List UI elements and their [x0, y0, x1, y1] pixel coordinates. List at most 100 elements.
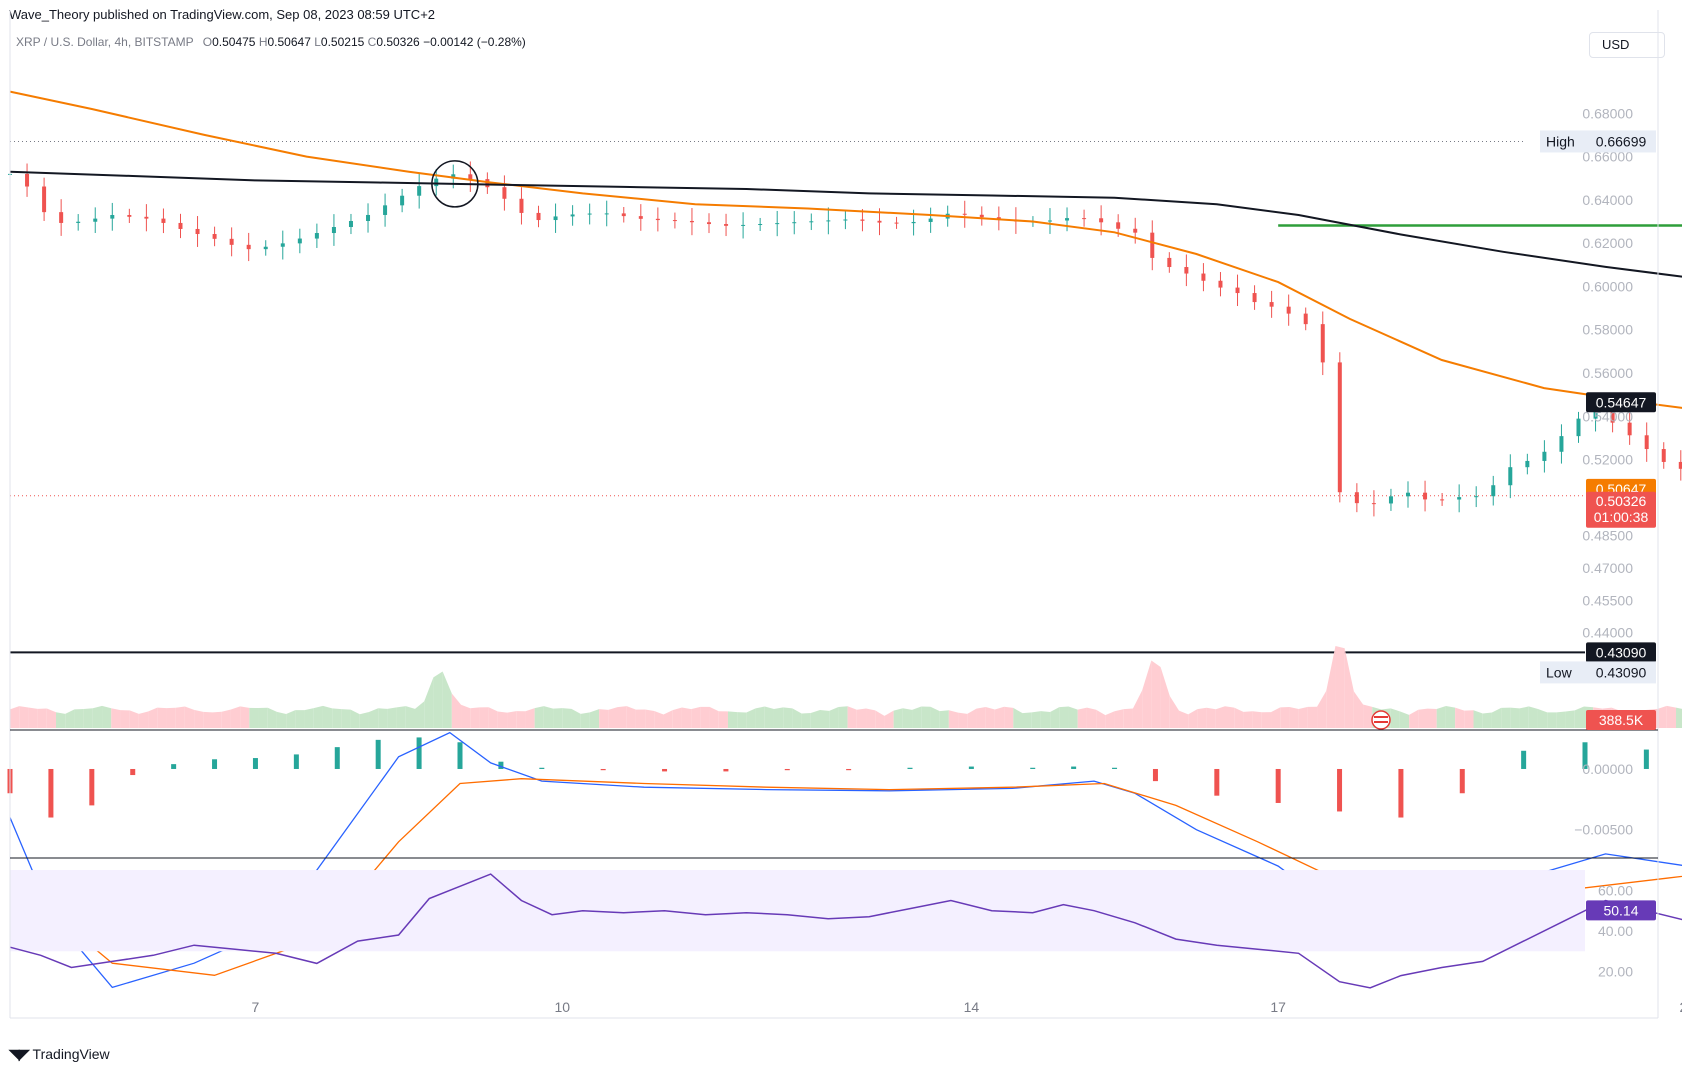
candle-body[interactable] [1065, 218, 1070, 221]
candle-body[interactable] [604, 213, 609, 215]
candle-body[interactable] [860, 219, 865, 221]
candle-body[interactable] [485, 179, 490, 188]
candle-body[interactable] [1644, 435, 1649, 450]
candle-body[interactable] [1491, 485, 1496, 497]
rsi-pane[interactable]: 60.00 40.00 20.00 [9, 870, 1682, 989]
candle-body[interactable] [1661, 449, 1666, 462]
candle-body[interactable] [1406, 492, 1411, 497]
candle-body[interactable] [1082, 218, 1087, 220]
candle-body[interactable] [1167, 257, 1172, 268]
circle-annotation[interactable] [431, 160, 479, 208]
candle-body[interactable] [1201, 273, 1206, 281]
candle-body[interactable] [877, 220, 882, 223]
candle-body[interactable] [1678, 461, 1682, 469]
candle-body[interactable] [434, 178, 439, 187]
candle-body[interactable] [1525, 460, 1530, 468]
candle-body[interactable] [911, 221, 916, 224]
candle-body[interactable] [297, 238, 302, 244]
candle-body[interactable] [553, 216, 558, 221]
candle-body[interactable] [93, 218, 98, 222]
candle-body[interactable] [314, 233, 319, 239]
candle-body[interactable] [758, 224, 763, 226]
candle-body[interactable] [962, 213, 967, 215]
candle-body[interactable] [741, 224, 746, 226]
candle-body[interactable] [894, 222, 899, 224]
candle-body[interactable] [1354, 492, 1359, 504]
candle-body[interactable] [1559, 436, 1564, 452]
candle-body[interactable] [1457, 497, 1462, 500]
candle-body[interactable] [400, 195, 405, 206]
candle-body[interactable] [1133, 228, 1138, 233]
candle-body[interactable] [724, 224, 729, 226]
candle-body[interactable] [417, 186, 422, 196]
candle-body[interactable] [468, 174, 473, 180]
candle-body[interactable] [672, 220, 677, 222]
candle-body[interactable] [843, 219, 848, 221]
candle-body[interactable] [42, 186, 47, 213]
candle-body[interactable] [1099, 218, 1104, 223]
candle-body[interactable] [1508, 467, 1513, 486]
candle-body[interactable] [707, 222, 712, 225]
candle-body[interactable] [212, 234, 217, 239]
candle-body[interactable] [1337, 362, 1342, 493]
candle-body[interactable] [1184, 267, 1189, 274]
candle-body[interactable] [144, 216, 149, 219]
ma-line[interactable] [9, 170, 1682, 403]
candle-body[interactable] [1235, 287, 1240, 294]
candle-body[interactable] [127, 215, 132, 217]
candle-body[interactable] [809, 221, 814, 223]
candle-body[interactable] [246, 244, 251, 250]
candle-body[interactable] [1047, 220, 1052, 222]
candle-body[interactable] [1542, 451, 1547, 461]
candle-body[interactable] [689, 220, 694, 223]
candle-body[interactable] [1593, 410, 1598, 419]
candle-body[interactable] [383, 205, 388, 215]
candle-body[interactable] [348, 220, 353, 228]
us-flag-event-icon[interactable] [1371, 710, 1391, 730]
candle-body[interactable] [638, 216, 643, 219]
candle-body[interactable] [655, 218, 660, 221]
candle-body[interactable] [1440, 499, 1445, 501]
candle-body[interactable] [519, 198, 524, 213]
macd-line[interactable] [9, 731, 1682, 989]
candle-body[interactable] [451, 174, 456, 179]
candle-body[interactable] [280, 243, 285, 247]
candle-body[interactable] [502, 187, 507, 199]
candle-body[interactable] [979, 214, 984, 218]
candle-body[interactable] [1388, 496, 1393, 504]
candle-body[interactable] [76, 221, 81, 223]
candle-body[interactable] [1627, 422, 1632, 436]
candle-body[interactable] [1371, 503, 1376, 505]
candle-body[interactable] [1218, 280, 1223, 288]
macd-signal-line[interactable] [9, 752, 1682, 976]
candle-body[interactable] [1423, 492, 1428, 500]
candle-body[interactable] [59, 212, 64, 223]
candle-body[interactable] [331, 227, 336, 234]
candle-body[interactable] [826, 220, 831, 222]
candle-body[interactable] [928, 218, 933, 222]
candle-body[interactable] [1116, 222, 1121, 229]
candle-body[interactable] [1150, 232, 1155, 258]
candle-body[interactable] [775, 223, 780, 225]
candle-body[interactable] [366, 214, 371, 221]
candle-body[interactable] [25, 173, 30, 187]
candle-body[interactable] [263, 246, 268, 250]
candle-body[interactable] [536, 212, 541, 221]
candle-body[interactable] [1610, 410, 1615, 423]
candle-body[interactable] [178, 222, 183, 229]
currency-button[interactable]: USD [1589, 32, 1665, 58]
candle-body[interactable] [1474, 496, 1479, 498]
candle-body[interactable] [1320, 324, 1325, 363]
price-pane[interactable]: 0.382 (0.62813) [8, 90, 1682, 654]
candle-body[interactable] [195, 228, 200, 235]
candle-body[interactable] [1252, 293, 1257, 303]
ema-line[interactable] [9, 90, 1682, 491]
candle-body[interactable] [1286, 306, 1291, 314]
rsi-line[interactable] [9, 873, 1682, 989]
candle-body[interactable] [621, 213, 626, 217]
candle-body[interactable] [792, 222, 797, 224]
candle-body[interactable] [587, 213, 592, 215]
candle-body[interactable] [570, 214, 575, 217]
symbol-name[interactable]: XRP / U.S. Dollar, 4h, BITSTAMP [16, 35, 194, 49]
